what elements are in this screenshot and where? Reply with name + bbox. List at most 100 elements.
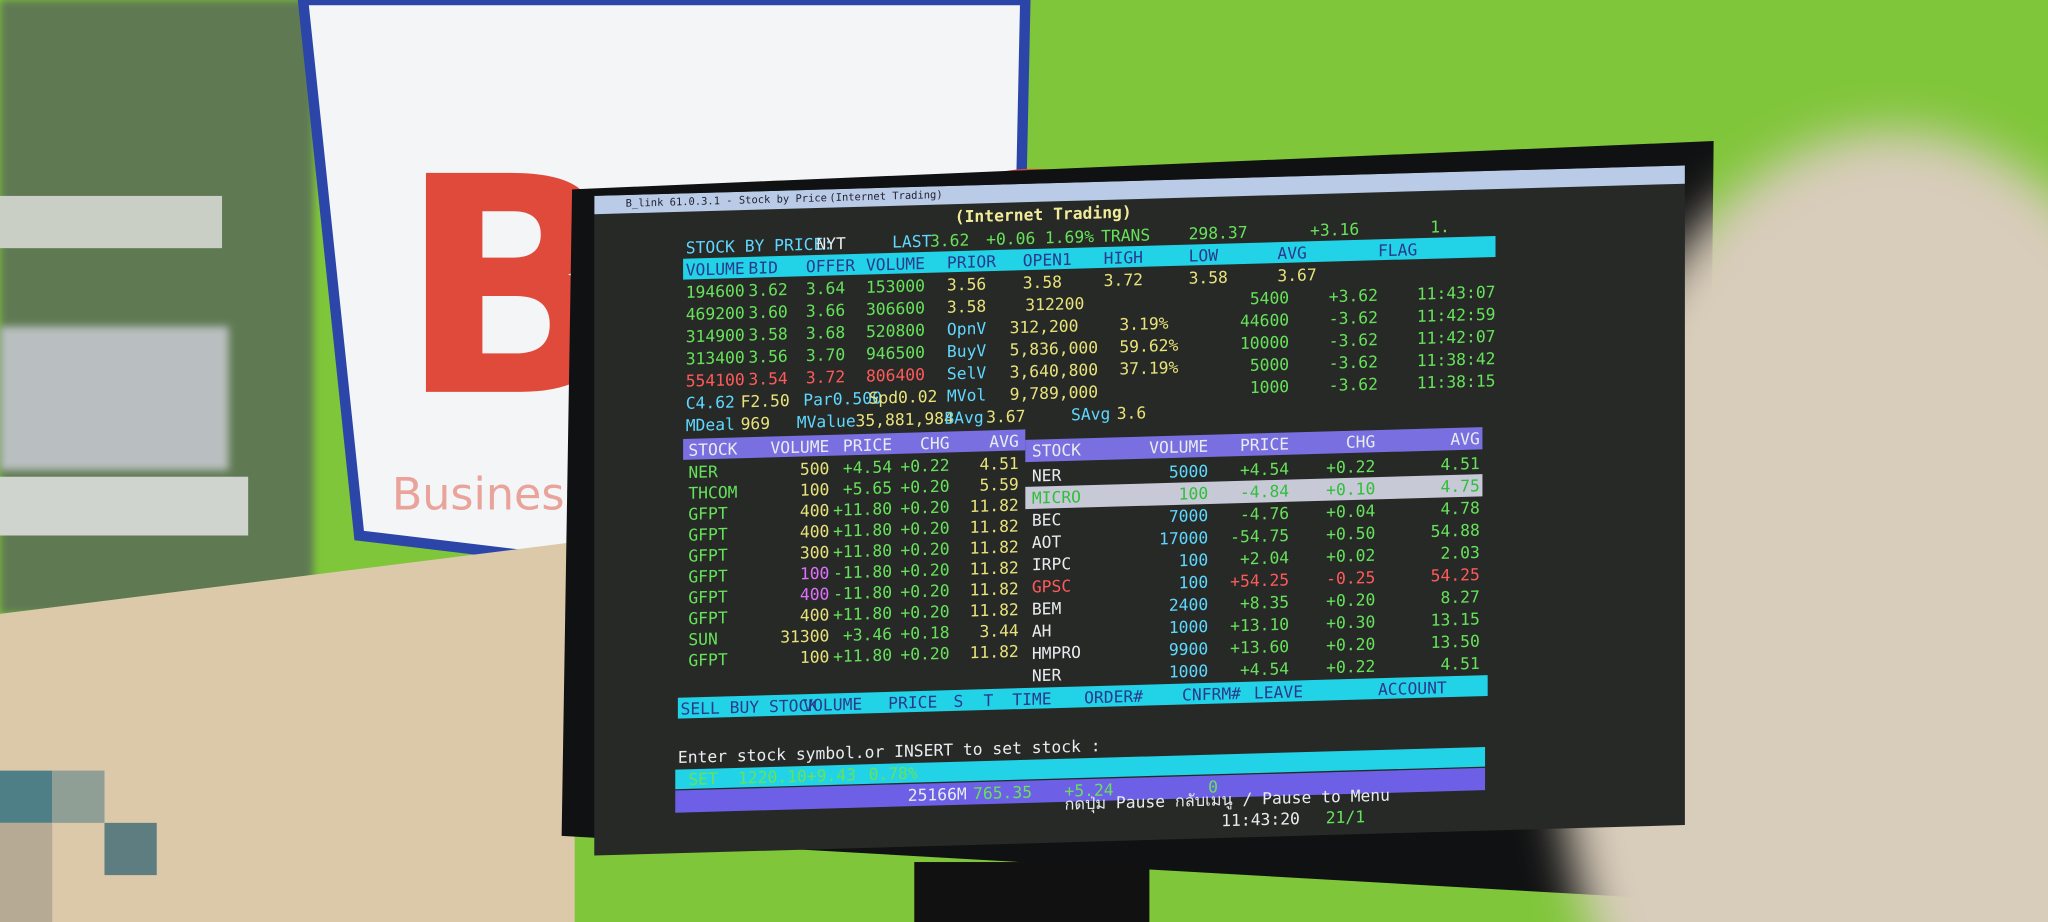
stat-cell: 35,881,984 [855, 407, 954, 431]
column-header: S [953, 691, 964, 711]
price-cell: 3.72 [1103, 269, 1143, 291]
column-header: PRICE [1239, 433, 1290, 455]
column-header: HIGH [1103, 247, 1143, 268]
trade-cell: 11.82 [969, 494, 1019, 516]
price-cell: 3.70 [805, 344, 846, 366]
trade-cell: 500 [799, 458, 830, 479]
column-header: VOLUME [1149, 436, 1209, 458]
board-cell: 2400 [1168, 594, 1209, 615]
stat-cell: C4.62 [685, 391, 735, 413]
column-header: LEAVE [1253, 681, 1304, 703]
trade-cell: 5.59 [979, 474, 1019, 495]
price-cell: 3.58 [1188, 267, 1228, 288]
price-cell: 3.58 [946, 295, 987, 317]
trade-cell: GFPT [688, 544, 728, 566]
quote-cell: TRANS [1101, 224, 1151, 246]
ticker-cell: 44600 [1239, 309, 1290, 331]
price-cell: 3.56 [748, 345, 788, 367]
ticker-cell: 1000 [1249, 376, 1290, 398]
stat-cell: 3.6 [1116, 402, 1147, 423]
board-cell: +8.35 [1239, 591, 1290, 613]
trade-cell: +4.54 [842, 456, 893, 478]
quote-cell: 1. [1430, 216, 1450, 237]
column-header: VOLUME [770, 436, 830, 458]
column-header: FLAG [1377, 239, 1418, 261]
column-header: OPEN1 [1022, 249, 1072, 271]
trade-cell: +0.20 [900, 643, 950, 665]
trade-cell: +0.20 [900, 559, 950, 581]
stat-cell: F2.50 [740, 390, 790, 412]
column-header: STOCK [1031, 439, 1081, 461]
trade-cell: +0.20 [900, 580, 950, 602]
board-cell: AH [1031, 620, 1052, 641]
board-cell: 7000 [1168, 505, 1209, 526]
trade-cell: +0.20 [900, 517, 950, 539]
column-header: BID [748, 257, 778, 278]
trade-cell: 3.44 [979, 620, 1019, 641]
board-cell: 13.50 [1430, 630, 1480, 652]
board-cell: -54.75 [1230, 525, 1290, 547]
trade-cell: 100 [799, 646, 830, 667]
quote-cell: +0.06 [986, 228, 1036, 249]
shelf-board [0, 195, 223, 249]
price-cell: 520800 [865, 319, 925, 342]
board-cell: +4.54 [1239, 458, 1290, 480]
price-cell: 5,836,000 [1009, 337, 1099, 360]
trade-cell: 11.82 [969, 599, 1019, 621]
column-header: CNFRM# [1182, 683, 1242, 705]
trade-cell: -11.80 [833, 582, 893, 604]
trade-cell: GFPT [688, 586, 728, 608]
price-cell: 3.58 [748, 323, 788, 345]
board-cell: BEM [1031, 598, 1062, 619]
board-cell: +13.60 [1230, 636, 1290, 658]
trade-cell: 4.51 [979, 453, 1019, 474]
trade-cell: GFPT [688, 607, 728, 629]
stat-cell: MVol [946, 384, 987, 406]
trade-cell: +0.20 [900, 601, 950, 623]
trade-cell: GFPT [688, 523, 728, 545]
board-cell: -0.25 [1326, 567, 1376, 589]
price-cell: 3.68 [805, 322, 846, 343]
trade-cell: 400 [799, 521, 830, 542]
index-cell: 25166M [907, 783, 967, 805]
price-cell: 37.19% [1119, 357, 1179, 379]
price-cell: 3.72 [805, 366, 846, 388]
board-cell: 8.27 [1440, 586, 1480, 608]
board-cell: 54.25 [1430, 564, 1480, 586]
stat-cell: 969 [740, 413, 771, 434]
column-header: LOW [1188, 245, 1219, 266]
board-cell: +0.20 [1326, 589, 1376, 611]
price-cell: 3.62 [748, 279, 788, 301]
board-cell: 100 [1178, 571, 1209, 593]
column-header: AVG [989, 430, 1019, 452]
price-cell: 3.60 [748, 301, 788, 323]
printer [0, 326, 229, 471]
price-cell: 469200 [685, 302, 745, 324]
terminal: B_link 61.0.3.1 - Stock by Price (Intern… [594, 165, 1685, 856]
board-cell: 1000 [1168, 616, 1209, 638]
board-cell: HMPRO [1031, 642, 1081, 664]
price-cell: 946500 [865, 342, 925, 364]
board-cell: +2.04 [1239, 547, 1290, 569]
trade-cell: +3.46 [842, 623, 893, 645]
trade-cell: +0.22 [900, 455, 950, 477]
board-cell: 17000 [1158, 527, 1209, 549]
board-cell: +0.30 [1326, 611, 1376, 633]
trade-cell: GFPT [688, 649, 728, 671]
column-header: ORDER# [1084, 686, 1144, 708]
ticker-cell: 11:42:07 [1416, 326, 1496, 348]
trade-cell: 300 [799, 542, 830, 563]
trade-cell: +0.20 [900, 538, 950, 560]
shelf-board [0, 476, 249, 536]
trade-cell: +0.18 [900, 622, 950, 644]
price-cell: 313400 [685, 347, 745, 369]
board-cell: +0.22 [1326, 456, 1376, 478]
window-subtitle: (Internet Trading) [829, 188, 943, 204]
index-cell: 11:43:20 [1221, 808, 1300, 831]
trade-cell: GFPT [688, 565, 728, 587]
quote-cell: NYT [816, 233, 846, 254]
trade-cell: 400 [799, 604, 830, 626]
price-cell: 312,200 [1009, 315, 1079, 338]
board-cell: 5000 [1168, 460, 1209, 482]
